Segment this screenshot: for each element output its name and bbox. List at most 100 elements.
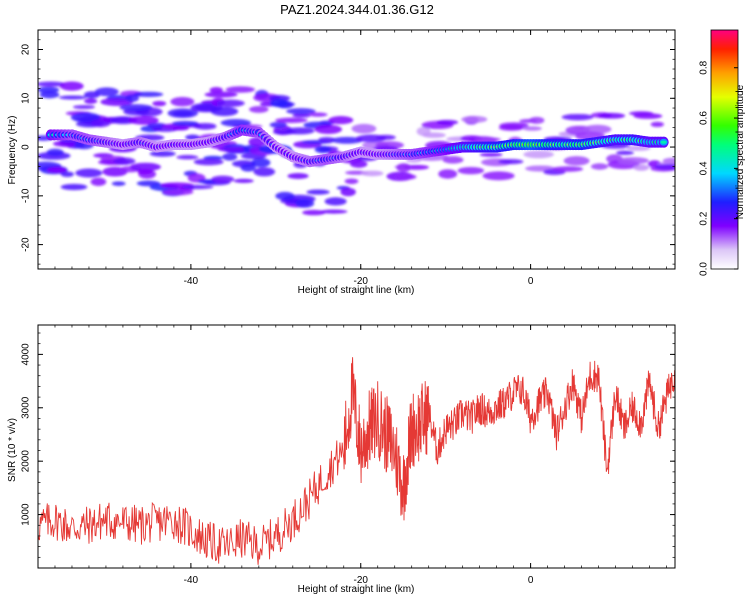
heatmap-cell bbox=[193, 158, 224, 166]
snr-y-label: SNR (10 * v/v) bbox=[7, 418, 18, 482]
heatmap-cell bbox=[499, 122, 529, 129]
heatmap-cell bbox=[360, 170, 384, 177]
heatmap-cell bbox=[39, 91, 60, 99]
heatmap-cell bbox=[633, 113, 663, 119]
heatmap-cell bbox=[251, 158, 271, 168]
heatmap-cell bbox=[461, 115, 488, 123]
x-tick-label: 0 bbox=[528, 276, 534, 287]
heatmap-cell bbox=[396, 163, 412, 173]
colorbar-ticks: 0.0 0.2 0.4 0.6 0.8 bbox=[699, 60, 738, 276]
heatmap-frame bbox=[37, 29, 676, 270]
heatmap-cell bbox=[133, 91, 164, 97]
heatmap-cell bbox=[482, 171, 515, 181]
heatmap-cell bbox=[176, 155, 199, 160]
heatmap-cell bbox=[204, 91, 238, 98]
heatmap-cell bbox=[100, 97, 134, 106]
heatmap-cell bbox=[217, 146, 249, 152]
heatmap-cell bbox=[90, 177, 107, 186]
heatmap-cell bbox=[328, 116, 354, 125]
colorbar-ramp bbox=[710, 29, 739, 270]
heatmap-cell bbox=[561, 113, 594, 121]
colorbar-tick-label: 0.4 bbox=[699, 161, 710, 175]
y-tick-label: 10 bbox=[21, 92, 32, 104]
heatmap-cell bbox=[306, 189, 330, 195]
heatmap-cell bbox=[209, 86, 223, 94]
colorbar-tick-label: 0.6 bbox=[699, 111, 710, 125]
heatmap-cell bbox=[58, 95, 87, 100]
heatmap-cell bbox=[292, 113, 311, 118]
heatmap-cell bbox=[331, 136, 363, 144]
heatmap-cell bbox=[302, 209, 326, 216]
y-tick-label: 2000 bbox=[21, 450, 32, 473]
heatmap-cell bbox=[38, 81, 66, 87]
heatmap-cell bbox=[287, 173, 309, 180]
heatmap-cell bbox=[113, 157, 136, 165]
heatmap-cell bbox=[552, 166, 584, 172]
heatmap-cell bbox=[324, 197, 347, 206]
heatmap-cell bbox=[172, 126, 189, 131]
heatmap-cell bbox=[528, 116, 545, 124]
heatmap-y-ticks: -20 -10 0 10 20 bbox=[21, 29, 675, 265]
heatmap-cell bbox=[137, 168, 153, 175]
heatmap-cell bbox=[193, 122, 217, 130]
heatmap-cell bbox=[225, 86, 255, 93]
x-tick-label: -20 bbox=[354, 575, 369, 586]
heatmap-cell bbox=[220, 119, 252, 127]
x-tick-label: -40 bbox=[184, 276, 199, 287]
heatmap-cell bbox=[94, 87, 119, 97]
heatmap-cell bbox=[269, 121, 288, 128]
heatmap-cell bbox=[275, 191, 295, 201]
heatmap-cell bbox=[457, 166, 485, 175]
y-tick-label: 3000 bbox=[21, 396, 32, 419]
heatmap-cell bbox=[479, 152, 503, 157]
heatmap-cell bbox=[111, 181, 126, 186]
heatmap-cell bbox=[295, 198, 315, 208]
colorbar-label: Normalized spectral amplitude bbox=[735, 84, 746, 219]
heatmap-cell bbox=[438, 169, 458, 179]
heatmap-cell bbox=[314, 124, 343, 134]
y-tick-label: 4000 bbox=[21, 343, 32, 366]
heatmap-cell bbox=[583, 124, 612, 134]
snr-x-ticks: -40 -20 0 bbox=[37, 325, 667, 586]
heatmap-cell bbox=[181, 184, 214, 190]
x-tick-label: -40 bbox=[184, 575, 199, 586]
heatmap-cell bbox=[394, 173, 417, 180]
y-tick-label: 20 bbox=[21, 44, 32, 56]
heatmap-cell bbox=[308, 112, 328, 117]
heatmap-cell bbox=[351, 123, 377, 134]
heatmap-cell bbox=[436, 119, 459, 125]
heatmap-cell bbox=[84, 98, 98, 104]
heatmap-cell bbox=[650, 121, 664, 128]
snr-series-line bbox=[38, 357, 675, 565]
heatmap-cell bbox=[60, 183, 88, 191]
colorbar-tick-label: 0.2 bbox=[699, 211, 710, 225]
heatmap-cell bbox=[72, 105, 96, 110]
colorbar: 0.0 0.2 0.4 0.6 0.8 Normalized spectral ampl… bbox=[699, 29, 746, 276]
heatmap-cell bbox=[147, 122, 167, 129]
y-tick-label: -20 bbox=[21, 237, 32, 252]
heatmap-cell bbox=[590, 163, 609, 170]
heatmap-cell bbox=[130, 162, 161, 172]
y-tick-label: 0 bbox=[21, 144, 32, 150]
heatmap-cell bbox=[152, 100, 167, 107]
heatmap-cell bbox=[172, 111, 194, 117]
heatmap-cell bbox=[286, 108, 316, 115]
heatmap-x-ticks: -40 -20 0 bbox=[37, 30, 667, 287]
heatmap-cell bbox=[216, 99, 245, 107]
heatmap-ridge bbox=[45, 124, 669, 168]
heatmap-cell bbox=[355, 134, 387, 143]
snr-line-marks bbox=[38, 357, 675, 565]
heatmap-cell bbox=[170, 97, 195, 107]
heatmap-cell bbox=[211, 175, 235, 183]
colorbar-tick-label: 0.0 bbox=[699, 262, 710, 276]
heatmap-cell bbox=[253, 167, 276, 177]
heatmap-cell bbox=[320, 209, 348, 214]
heatmap-x-label: Height of straight line (km) bbox=[298, 285, 415, 296]
heatmap-cell bbox=[616, 150, 634, 155]
heatmap-cell bbox=[249, 106, 269, 113]
y-tick-label: -10 bbox=[21, 188, 32, 203]
heatmap-cell bbox=[38, 86, 60, 94]
heatmap-cell bbox=[350, 160, 368, 168]
x-tick-label: -20 bbox=[354, 276, 369, 287]
